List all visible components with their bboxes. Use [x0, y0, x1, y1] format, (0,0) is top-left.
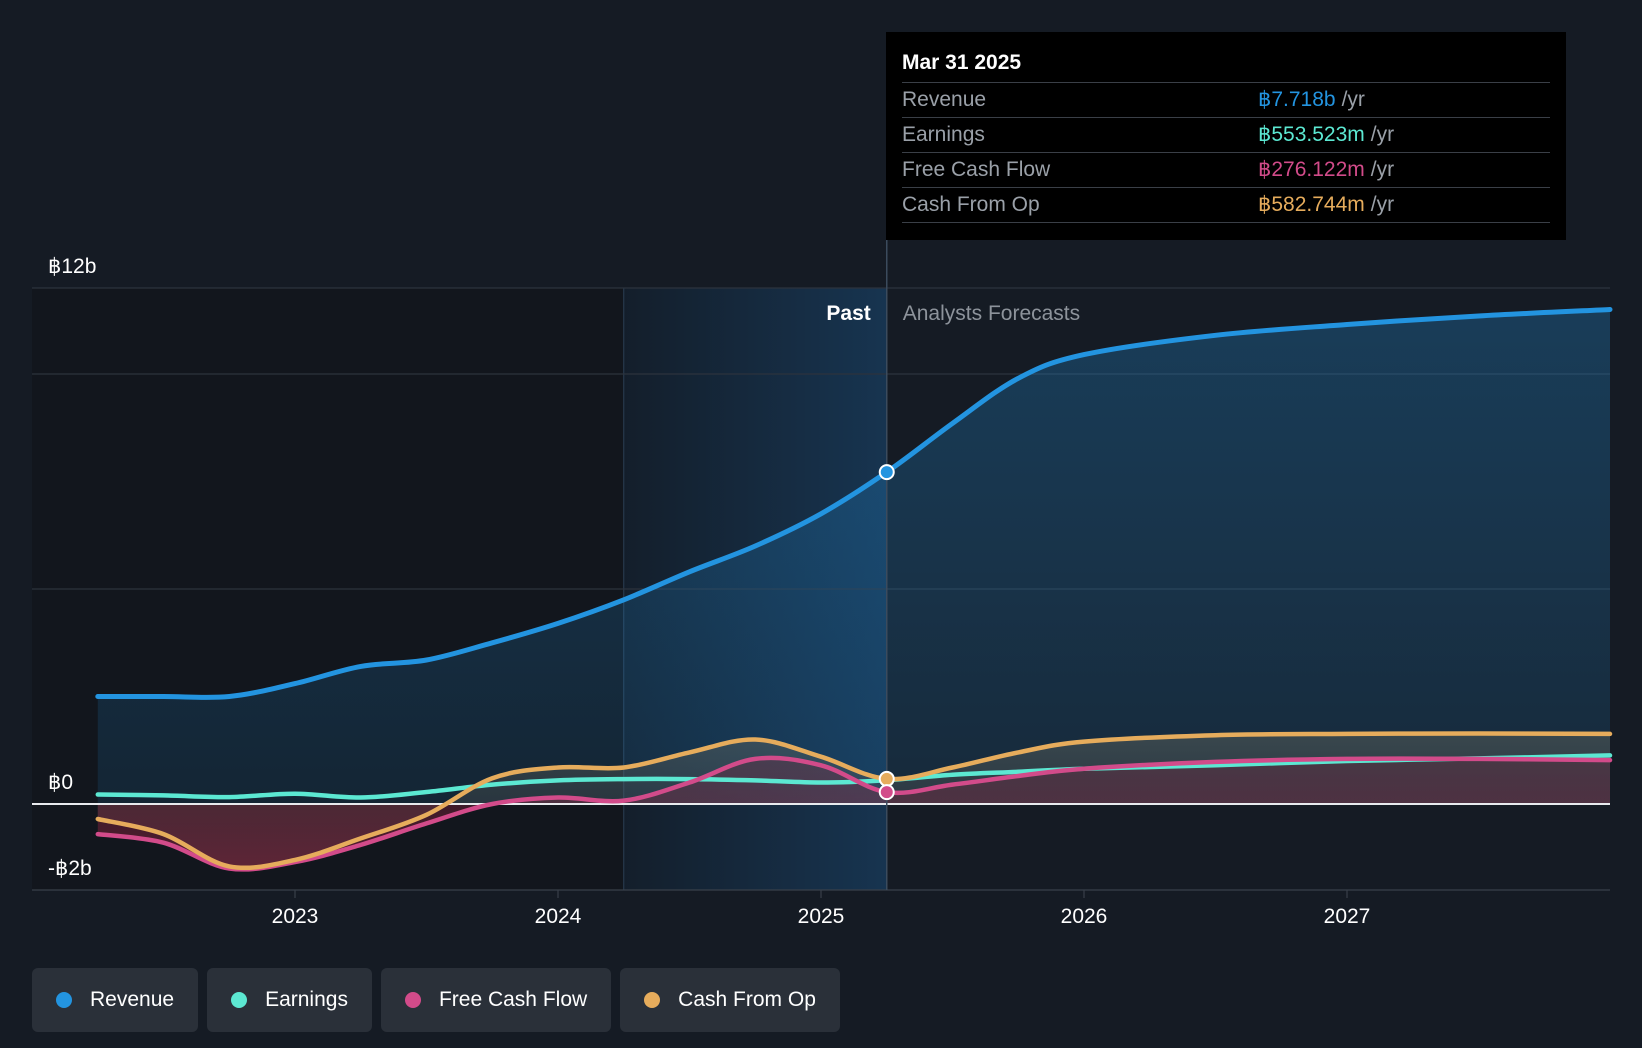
- tooltip-label: Cash From Op: [902, 193, 1040, 216]
- legend-label: Free Cash Flow: [438, 988, 588, 1011]
- tooltip-panel: Mar 31 2025 Revenue ฿7.718b /yr Earnings…: [886, 32, 1566, 240]
- free-cash-flow-area: [97, 757, 1610, 870]
- x-tick-label: 2024: [535, 905, 582, 928]
- revenue-line: [95, 307, 1613, 700]
- cfo-line: [95, 731, 1613, 871]
- legend-item-fcf[interactable]: Free Cash Flow: [380, 968, 612, 1032]
- legend-item-cfo[interactable]: Cash From Op: [620, 968, 840, 1032]
- earnings-line: [95, 753, 1613, 800]
- tooltip-row-earnings: Earnings ฿553.523m /yr: [902, 117, 1550, 152]
- legend: Revenue Earnings Free Cash Flow Cash Fro…: [32, 968, 840, 1032]
- tooltip-value: ฿553.523m: [1258, 123, 1365, 146]
- tooltip-row-fcf: Free Cash Flow ฿276.122m /yr: [902, 152, 1550, 187]
- past-label: Past: [826, 302, 870, 325]
- x-tick-label: 2026: [1061, 905, 1108, 928]
- y-tick-label: ฿12b: [48, 255, 96, 278]
- revenue-marker-point: [878, 464, 895, 481]
- x-tick-label: 2025: [798, 905, 845, 928]
- y-tick-label: -฿2b: [48, 857, 92, 880]
- x-tick-label: 2023: [272, 905, 319, 928]
- tooltip-unit: /yr: [1370, 158, 1395, 181]
- legend-label: Revenue: [90, 988, 175, 1011]
- tooltip-label: Free Cash Flow: [902, 158, 1051, 181]
- legend-item-revenue[interactable]: Revenue: [32, 968, 199, 1032]
- tooltip-value: ฿7.718b: [1258, 88, 1336, 111]
- tooltip-value: ฿276.122m: [1258, 158, 1365, 181]
- fcf-marker-point: [878, 784, 895, 801]
- tooltip-date: Mar 31 2025: [902, 51, 1022, 74]
- tooltip-value: ฿582.744m: [1258, 193, 1365, 216]
- tooltip-unit: /yr: [1341, 88, 1365, 111]
- cfo-dot-icon: [644, 992, 661, 1008]
- legend-label: Cash From Op: [678, 988, 816, 1011]
- y-tick-label: ฿0: [48, 771, 73, 794]
- legend-label: Earnings: [265, 988, 348, 1011]
- fcf-dot-icon: [404, 992, 421, 1008]
- revenue-dot-icon: [56, 992, 72, 1008]
- tooltip-label: Earnings: [902, 123, 985, 146]
- tooltip-unit: /yr: [1370, 193, 1395, 216]
- earnings-dot-icon: [231, 992, 248, 1008]
- forecast-label: Analysts Forecasts: [903, 302, 1080, 325]
- legend-item-earnings[interactable]: Earnings: [207, 968, 372, 1032]
- tooltip-row-revenue: Revenue ฿7.718b /yr: [902, 82, 1550, 117]
- tooltip-row-cfo: Cash From Op ฿582.744m /yr: [902, 187, 1550, 223]
- tooltip-label: Revenue: [902, 88, 987, 111]
- x-tick-label: 2027: [1324, 905, 1371, 928]
- cfo-marker-point: [878, 770, 895, 787]
- tooltip-unit: /yr: [1370, 123, 1395, 146]
- fcf-line: [95, 755, 1613, 872]
- revenue-area: [97, 309, 1610, 804]
